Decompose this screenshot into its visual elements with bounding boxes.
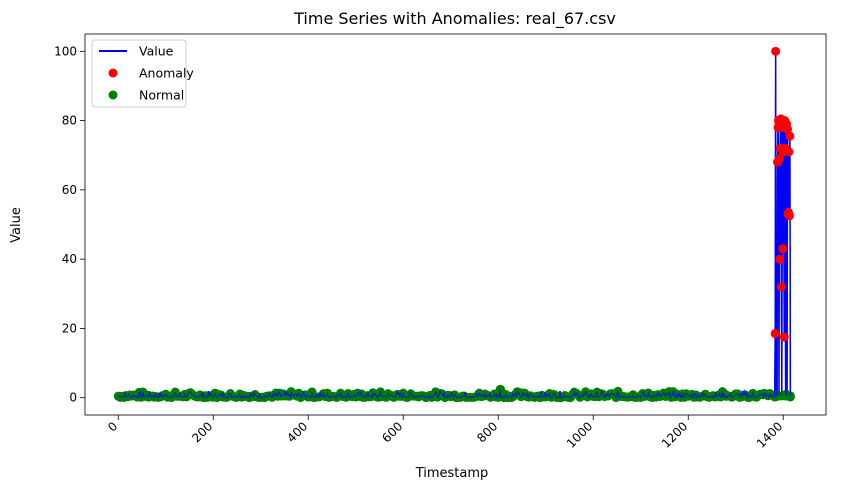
y-tick-label: 100 — [54, 44, 77, 58]
y-axis-label: Value — [9, 207, 24, 243]
x-tick-label: 600 — [379, 419, 405, 445]
anomaly-point — [776, 282, 786, 292]
x-tick-label: 1000 — [564, 419, 595, 450]
anomaly-point — [783, 124, 793, 134]
plot-area — [84, 33, 827, 416]
anomaly-point — [784, 211, 794, 221]
anomaly-point — [775, 254, 785, 264]
anomaly-point — [778, 244, 788, 254]
x-tick-label: 1200 — [659, 419, 690, 450]
normal-point — [785, 392, 795, 402]
anomaly-point — [770, 329, 780, 339]
legend-swatch-normal — [108, 90, 118, 100]
anomaly-point — [771, 46, 781, 56]
series-value-line — [118, 51, 792, 400]
y-tick-label: 80 — [62, 114, 77, 128]
anomaly-point — [774, 154, 784, 164]
x-tick-label: 1400 — [754, 419, 785, 450]
legend-box — [91, 39, 187, 108]
x-axis-label: Timestamp — [415, 466, 489, 481]
x-tick-label: 0 — [105, 419, 120, 434]
legend-swatch-anomaly — [108, 68, 118, 78]
series-value-line-overlay — [118, 51, 791, 400]
chart-title: Time Series with Anomalies: real_67.csv — [293, 9, 616, 29]
y-tick-label: 60 — [62, 183, 77, 197]
y-tick-label: 40 — [62, 252, 77, 266]
legend: Value Anomaly Normal — [91, 39, 194, 108]
x-axis-ticks: 0 200 400 600 800 1000 1200 1400 — [105, 415, 785, 451]
y-tick-label: 20 — [62, 321, 77, 335]
x-tick-label: 200 — [189, 419, 215, 445]
anomaly-point — [779, 332, 789, 342]
x-tick-label: 400 — [284, 419, 310, 445]
legend-label-normal: Normal — [139, 88, 184, 103]
anomaly-point — [784, 147, 794, 157]
legend-label-anomaly: Anomaly — [139, 66, 194, 81]
y-axis-ticks: 0 20 40 60 80 100 — [54, 44, 85, 405]
axes-frame — [84, 33, 827, 416]
anomaly-point — [785, 131, 795, 141]
x-tick-label: 800 — [474, 419, 500, 445]
y-tick-label: 0 — [69, 391, 77, 405]
legend-label-value: Value — [139, 44, 174, 59]
